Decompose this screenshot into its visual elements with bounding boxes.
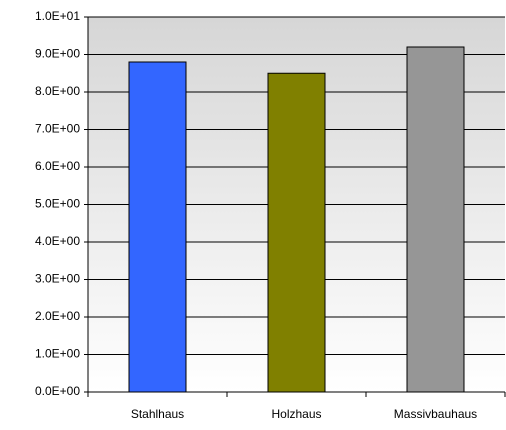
- y-tick-label: 9.0E+00: [35, 47, 80, 61]
- x-tick-label: Massivbauhaus: [394, 407, 477, 421]
- y-tick-label: 1.0E+00: [35, 347, 80, 361]
- y-tick-label: 8.0E+00: [35, 84, 80, 98]
- y-tick-label: 5.0E+00: [35, 197, 80, 211]
- y-tick-label: 7.0E+00: [35, 122, 80, 136]
- bar: [406, 46, 465, 393]
- bar: [267, 72, 326, 393]
- y-tick-label: 6.0E+00: [35, 159, 80, 173]
- x-tick-label: Stahlhaus: [131, 407, 184, 421]
- x-tick-label: Holzhaus: [271, 407, 321, 421]
- y-tick-label: 4.0E+00: [35, 234, 80, 248]
- y-tick-label: 2.0E+00: [35, 309, 80, 323]
- y-tick-label: 0.0E+00: [35, 384, 80, 398]
- bar: [128, 61, 187, 393]
- y-tick-label: 3.0E+00: [35, 272, 80, 286]
- y-tick-label: 1.0E+01: [35, 9, 80, 23]
